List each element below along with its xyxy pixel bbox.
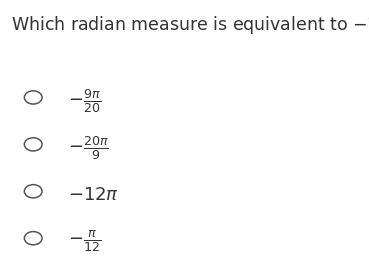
Text: $-\frac{9\pi}{20}$: $-\frac{9\pi}{20}$ <box>68 87 101 115</box>
Text: $-\frac{20\pi}{9}$: $-\frac{20\pi}{9}$ <box>68 134 109 161</box>
Text: Which radian measure is equivalent to $-15\,^{\circ}$?: Which radian measure is equivalent to $-… <box>11 14 369 36</box>
Text: $-12\pi$: $-12\pi$ <box>68 185 119 204</box>
Text: $-\frac{\pi}{12}$: $-\frac{\pi}{12}$ <box>68 229 101 254</box>
